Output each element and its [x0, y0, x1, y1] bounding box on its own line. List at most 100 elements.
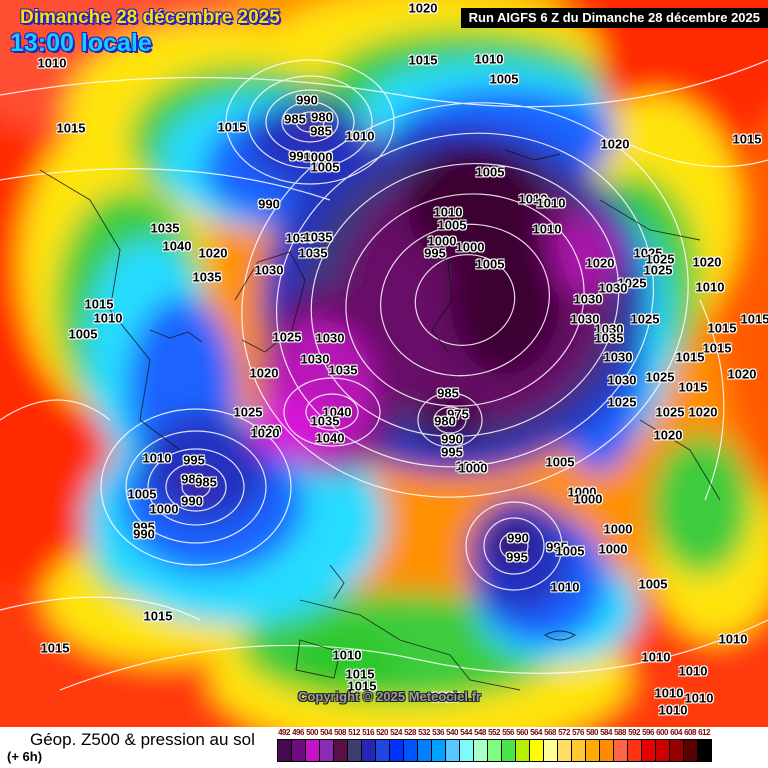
scale-swatch	[460, 740, 474, 761]
pressure-label: 980	[311, 109, 333, 125]
scale-swatch	[628, 740, 642, 761]
scale-tick-label: 552	[488, 728, 500, 737]
pressure-label: 1030	[285, 230, 315, 246]
pressure-label: 980	[181, 471, 203, 487]
pressure-label: 1015	[702, 340, 732, 356]
scale-swatch	[376, 740, 390, 761]
pressure-label: 1010	[550, 579, 580, 595]
pressure-label: 1030	[254, 262, 284, 278]
pressure-label: 1015	[707, 320, 737, 336]
pressure-label: 1005	[475, 164, 505, 180]
scale-tick-label: 572	[558, 728, 570, 737]
pressure-label: 1010	[718, 631, 748, 647]
scale-tick-label: 592	[628, 728, 640, 737]
pressure-label: 995	[441, 444, 463, 460]
coastlines	[39, 149, 721, 691]
scale-tick-label: 588	[614, 728, 626, 737]
pressure-label: 1020	[692, 254, 722, 270]
pressure-label: 1040	[322, 404, 352, 420]
color-scale-labels: 492 496 500 504 508 512 516 520 524 528 532 536 540 5…	[277, 728, 711, 737]
scale-tick-label: 560	[516, 728, 528, 737]
pressure-label: 1010	[532, 221, 562, 237]
pressure-label: 1025	[233, 404, 263, 420]
pressure-label: 985	[437, 385, 459, 401]
pressure-label: 1000	[603, 521, 633, 537]
pressure-label: 990	[258, 196, 280, 212]
pressure-label: 1010	[332, 647, 362, 663]
pressure-label: 1015	[408, 52, 438, 68]
pressure-label: 1025	[645, 369, 675, 385]
pressure-label: 990	[507, 530, 529, 546]
scale-tick-label: 492	[278, 728, 290, 737]
scale-swatch	[656, 740, 670, 761]
scale-tick-label: 512	[348, 728, 360, 737]
time-label: 13:00 locale	[10, 29, 152, 57]
pressure-label: 1015	[347, 678, 377, 694]
scale-tick-label: 524	[390, 728, 402, 737]
scale-swatch	[516, 740, 530, 761]
pressure-label: 1015	[143, 608, 173, 624]
pressure-label: 1010	[93, 310, 123, 326]
pressure-label: 1015	[732, 131, 762, 147]
pressure-label: 990	[181, 493, 203, 509]
pressure-label: 1000	[458, 460, 488, 476]
pressure-label: 1020	[727, 366, 757, 382]
scale-swatch	[320, 740, 334, 761]
scale-tick-label: 604	[670, 728, 682, 737]
pressure-label: 1025	[655, 404, 685, 420]
pressure-label: 995	[133, 519, 155, 535]
pressure-label: 975	[447, 406, 469, 422]
scale-swatch	[558, 740, 572, 761]
pressure-label: 1005	[437, 217, 467, 233]
scale-swatch	[544, 740, 558, 761]
legend-bar: Géop. Z500 & pression au sol (+ 6h) 492 4…	[0, 727, 768, 768]
pressure-label: 1020	[252, 422, 282, 438]
pressure-label: 1025	[272, 329, 302, 345]
pressure-label: 1030	[598, 280, 628, 296]
pressure-label: 1020	[250, 425, 280, 441]
scale-tick-label: 596	[642, 728, 654, 737]
pressure-label: 1000	[598, 541, 628, 557]
scale-swatch	[502, 740, 516, 761]
pressure-label: 1015	[740, 311, 768, 327]
scale-tick-label: 496	[292, 728, 304, 737]
scale-swatch	[446, 740, 460, 761]
date-label: Dimanche 28 décembre 2025	[20, 7, 280, 28]
scale-tick-label: 528	[404, 728, 416, 737]
pressure-label: 1035	[298, 245, 328, 261]
pressure-label: 1015	[56, 120, 86, 136]
pressure-label: 1035	[594, 330, 624, 346]
scale-tick-label: 556	[502, 728, 514, 737]
pressure-label: 1040	[162, 238, 192, 254]
scale-swatch	[292, 740, 306, 761]
pressure-label: 985	[195, 474, 217, 490]
pressure-label: 990	[441, 431, 463, 447]
pressure-label: 1030	[603, 349, 633, 365]
pressure-label: 985	[284, 111, 306, 127]
pressure-label: 1000	[427, 233, 457, 249]
pressure-label: 1010	[345, 128, 375, 144]
scale-tick-label: 608	[684, 728, 696, 737]
pressure-label: 1010	[641, 649, 671, 665]
scale-tick-label: 584	[600, 728, 612, 737]
scale-swatch	[670, 740, 684, 761]
pressure-label: 1035	[328, 362, 358, 378]
isobar-contours	[0, 59, 768, 691]
pressure-label: 995	[506, 549, 528, 565]
pressure-label: 1015	[84, 296, 114, 312]
legend-title: Géop. Z500 & pression au sol	[30, 730, 255, 749]
pressure-label: 995	[424, 245, 446, 261]
pressure-label: 1020	[198, 245, 228, 261]
pressure-label: 1030	[315, 330, 345, 346]
pressure-label: 1015	[678, 379, 708, 395]
pressure-label: 995	[183, 452, 205, 468]
pressure-label: 1025	[630, 311, 660, 327]
pressure-label: 1010	[695, 279, 725, 295]
pressure-label: 1025	[617, 275, 647, 291]
pressure-label: 990	[289, 148, 311, 164]
run-info-box: Run AIGFS 6 Z du Dimanche 28 décembre 20…	[460, 8, 768, 28]
pressure-label: 1035	[310, 413, 340, 429]
pressure-label: 1005	[475, 256, 505, 272]
pressure-label: 1025	[633, 245, 663, 261]
